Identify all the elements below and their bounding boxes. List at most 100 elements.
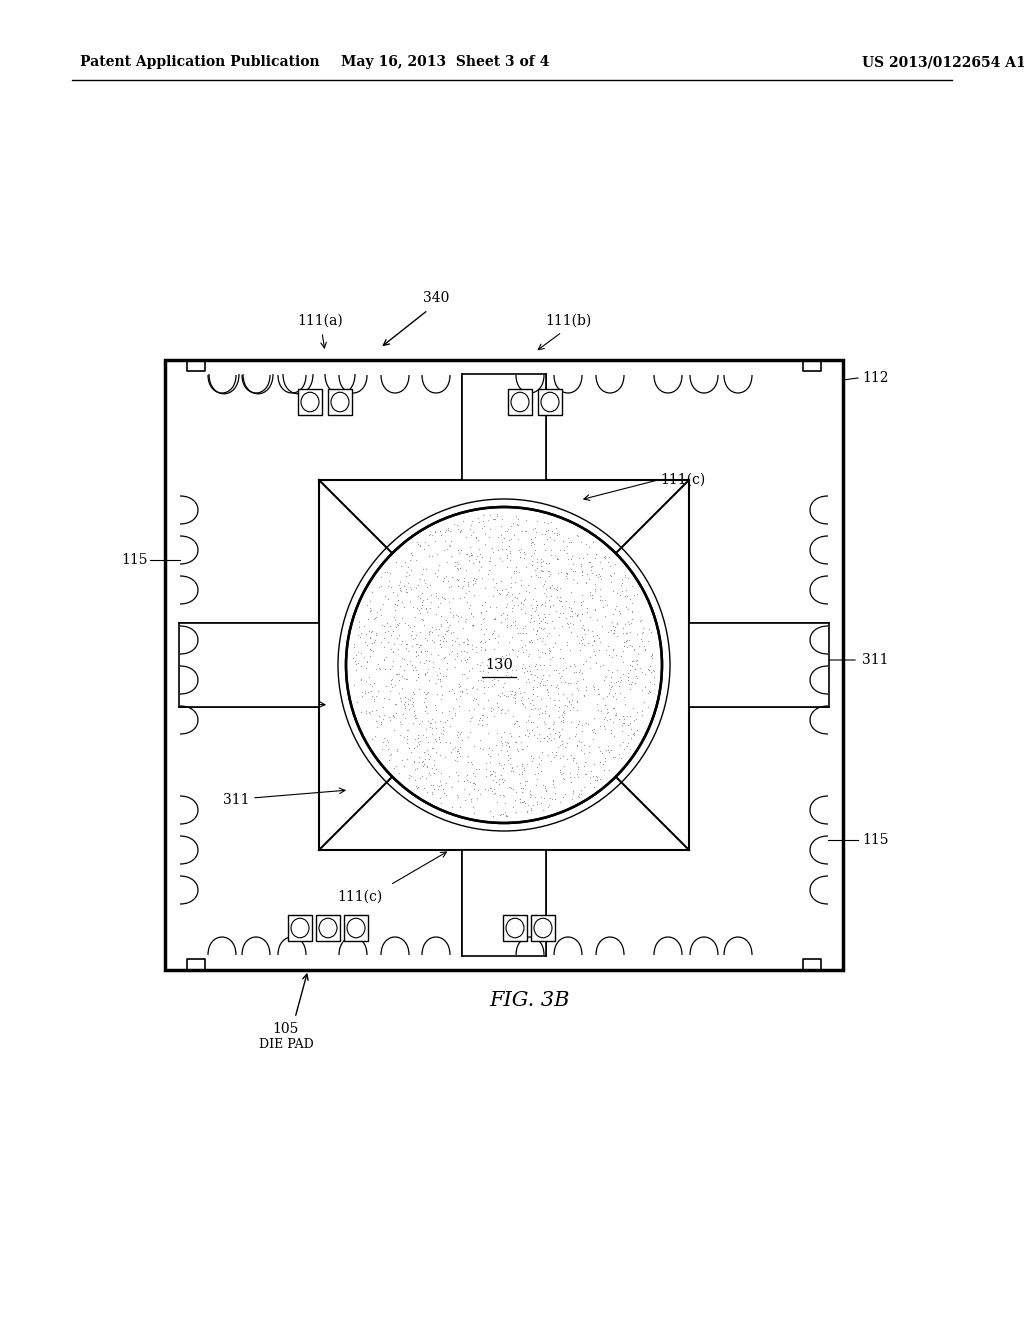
- Point: [374, 614, 390, 635]
- Point: [609, 614, 626, 635]
- Point: [527, 597, 544, 618]
- Point: [547, 789, 563, 810]
- Point: [452, 723, 468, 744]
- Point: [526, 601, 543, 622]
- Point: [537, 711, 553, 733]
- Point: [600, 701, 616, 722]
- Point: [553, 710, 569, 731]
- Point: [504, 583, 520, 605]
- Point: [457, 586, 473, 607]
- Point: [389, 612, 406, 634]
- Point: [506, 524, 522, 545]
- Point: [569, 525, 586, 546]
- Point: [477, 601, 494, 622]
- Point: [498, 807, 514, 828]
- Point: [535, 550, 551, 572]
- Point: [441, 643, 458, 664]
- Point: [396, 696, 413, 717]
- Point: [572, 553, 589, 574]
- Point: [600, 682, 616, 704]
- Point: [463, 602, 479, 623]
- Point: [483, 777, 500, 799]
- Point: [458, 651, 474, 672]
- Point: [399, 557, 416, 578]
- Point: [620, 669, 636, 690]
- Point: [465, 521, 481, 543]
- Point: [498, 585, 514, 606]
- Point: [416, 692, 432, 713]
- Point: [627, 659, 643, 680]
- Point: [492, 546, 508, 568]
- Point: [570, 785, 587, 807]
- Point: [611, 601, 628, 622]
- Point: [506, 684, 522, 705]
- Point: [467, 527, 483, 548]
- Point: [510, 741, 526, 762]
- Point: [419, 589, 435, 610]
- Point: [551, 690, 567, 711]
- Point: [586, 718, 602, 739]
- Point: [470, 714, 486, 735]
- Point: [614, 663, 631, 684]
- Point: [483, 701, 500, 722]
- Point: [395, 576, 412, 597]
- Point: [506, 595, 522, 616]
- Point: [437, 521, 454, 543]
- Point: [507, 586, 523, 607]
- Point: [612, 747, 629, 768]
- Point: [486, 609, 503, 630]
- Point: [409, 758, 425, 779]
- Point: [532, 566, 549, 587]
- Point: [475, 504, 492, 525]
- Point: [384, 668, 400, 689]
- Point: [435, 719, 452, 741]
- Point: [561, 597, 578, 618]
- Point: [583, 760, 599, 781]
- Point: [620, 725, 636, 746]
- Point: [353, 686, 370, 708]
- Point: [548, 601, 564, 622]
- Point: [386, 634, 402, 655]
- Point: [371, 657, 387, 678]
- Point: [565, 653, 582, 675]
- Point: [501, 735, 517, 756]
- Point: [518, 623, 535, 644]
- Point: [513, 574, 529, 595]
- Point: [620, 599, 636, 620]
- Point: [585, 626, 601, 647]
- Point: [488, 597, 505, 618]
- Point: [444, 738, 461, 759]
- Point: [424, 545, 440, 566]
- Point: [500, 733, 516, 754]
- Point: [565, 747, 582, 768]
- Point: [475, 667, 492, 688]
- Point: [615, 636, 632, 657]
- Point: [590, 678, 606, 700]
- Point: [571, 640, 588, 661]
- Point: [604, 697, 621, 718]
- Point: [485, 706, 502, 727]
- Point: [464, 635, 480, 656]
- Point: [430, 597, 446, 618]
- Point: [554, 595, 570, 616]
- Point: [646, 667, 663, 688]
- Point: [484, 780, 501, 801]
- Point: [459, 668, 475, 689]
- Point: [488, 579, 505, 601]
- Point: [523, 664, 540, 685]
- Point: [441, 577, 458, 598]
- Point: [494, 682, 510, 704]
- Point: [401, 577, 418, 598]
- Point: [541, 705, 557, 726]
- Point: [463, 788, 479, 809]
- Point: [503, 665, 519, 686]
- Point: [532, 618, 549, 639]
- Point: [441, 681, 458, 702]
- Point: [522, 611, 539, 632]
- Point: [391, 624, 408, 645]
- Point: [437, 665, 454, 686]
- Point: [538, 520, 554, 541]
- Point: [521, 722, 538, 743]
- Point: [565, 590, 582, 611]
- Point: [552, 791, 568, 812]
